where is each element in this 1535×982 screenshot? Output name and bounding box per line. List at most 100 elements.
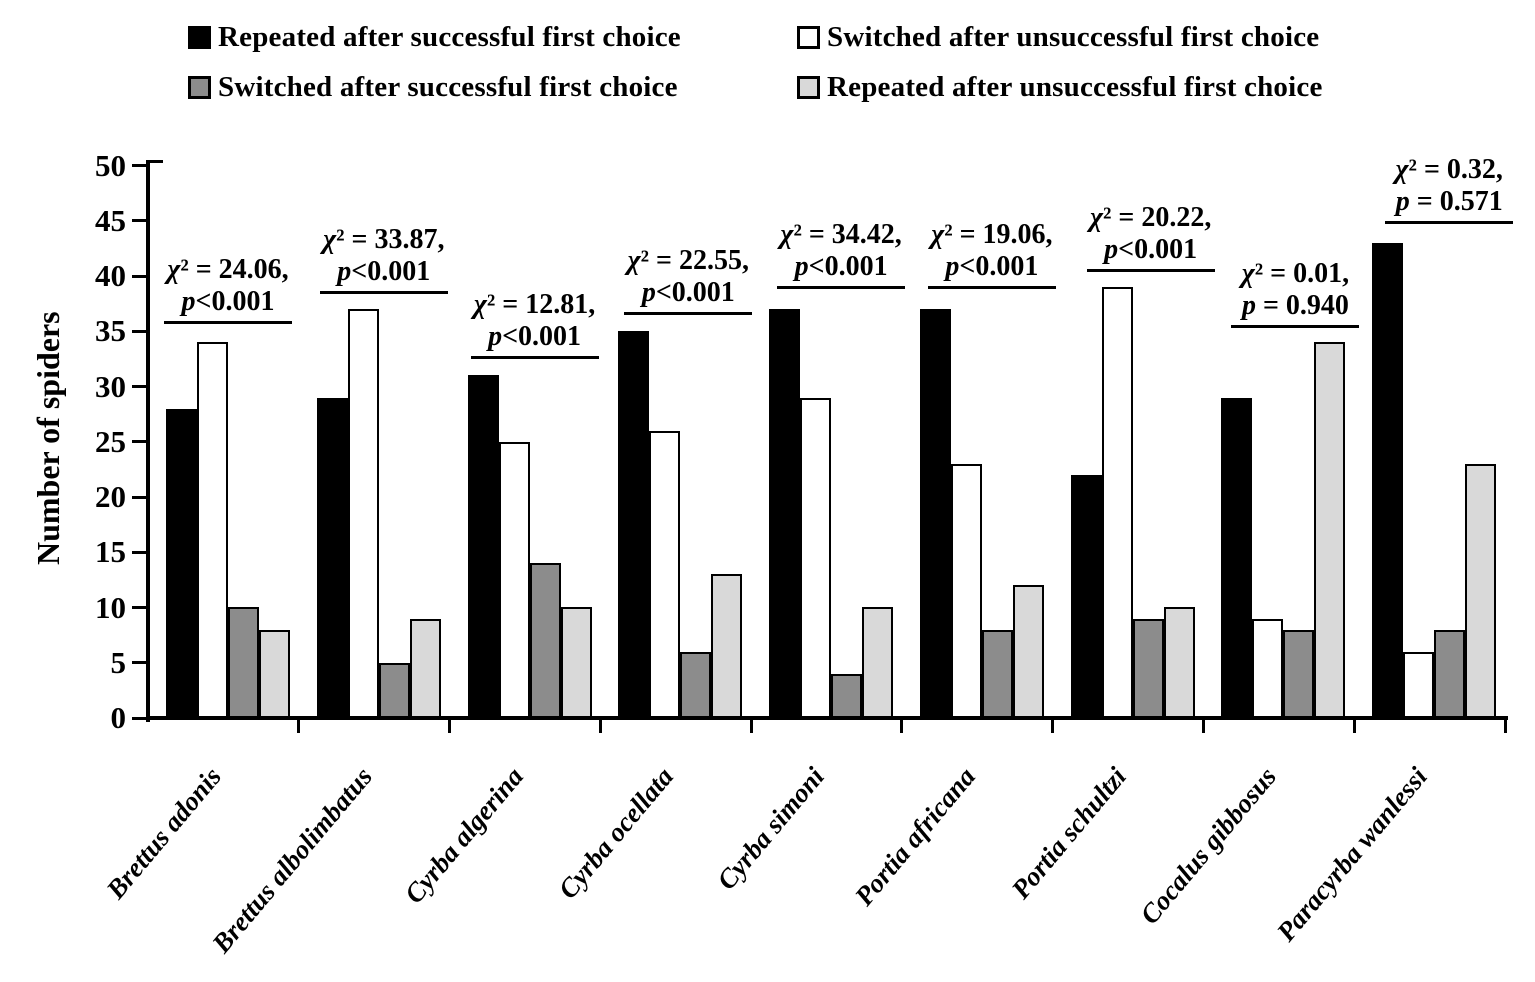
legend-swatch xyxy=(188,25,211,49)
chi-square-line: χ² = 0.32, xyxy=(1395,154,1503,186)
legend-item: Switched after successful first choice xyxy=(188,70,678,103)
legend-swatch xyxy=(188,75,211,99)
bar xyxy=(259,630,290,718)
x-tick xyxy=(1051,718,1055,733)
y-tick xyxy=(132,550,148,554)
y-tick xyxy=(132,385,148,388)
bar xyxy=(920,309,951,718)
bar xyxy=(1252,619,1283,718)
bar xyxy=(166,409,197,718)
x-tick xyxy=(749,718,753,733)
p-value-line: p<0.001 xyxy=(1104,233,1198,265)
p-value-line: p<0.001 xyxy=(945,251,1039,283)
y-tick-label: 10 xyxy=(95,589,126,625)
chi-square-line: χ² = 33.87, xyxy=(323,223,445,255)
bar xyxy=(379,663,410,718)
annotation: χ² = 0.01, p = 0.940 xyxy=(1085,258,1505,328)
y-tick-label: 30 xyxy=(95,368,126,404)
chi-square-line: χ² = 0.01, xyxy=(1241,257,1350,289)
annotation-underline xyxy=(777,286,906,290)
x-tick xyxy=(448,718,452,733)
legend-item: Switched after unsuccessful first choice xyxy=(797,20,1320,53)
annotation: χ² = 24.06, p<0.001 xyxy=(18,254,438,324)
bar xyxy=(410,619,441,718)
annotation: χ² = 19.06, p<0.001 xyxy=(782,219,1202,290)
bar xyxy=(862,607,893,718)
legend-swatch xyxy=(797,25,820,49)
annotation-underline xyxy=(1231,324,1360,328)
y-tick-label: 5 xyxy=(110,644,127,680)
p-value-line: p<0.001 xyxy=(181,285,275,317)
y-tick xyxy=(132,219,148,223)
y-tick-label: 20 xyxy=(95,479,126,514)
bar xyxy=(1164,607,1195,718)
bar xyxy=(1403,652,1434,718)
annotation: χ² = 20.22, p<0.001 xyxy=(941,202,1361,272)
bar xyxy=(769,309,800,718)
bar xyxy=(228,607,259,718)
legend-label: Repeated after successful first choice xyxy=(218,20,681,53)
y-tick xyxy=(132,716,148,720)
bar xyxy=(1465,464,1496,718)
bar xyxy=(1372,243,1403,718)
y-tick-label: 25 xyxy=(95,423,126,459)
y-tick-label: 45 xyxy=(95,202,126,238)
annotation: χ² = 22.55, p<0.001 xyxy=(478,245,898,315)
x-tick xyxy=(1503,718,1507,733)
y-tick-label: 35 xyxy=(95,313,126,349)
y-tick-label: 0 xyxy=(110,700,127,735)
y-axis-top-tick xyxy=(150,160,163,163)
x-tick xyxy=(297,718,301,733)
chi-square-line: χ² = 19.06, xyxy=(931,219,1053,251)
y-tick-label: 50 xyxy=(95,147,126,183)
chi-square-line: χ² = 34.42, xyxy=(780,219,902,251)
p-value-line: p<0.001 xyxy=(794,251,888,283)
legend-swatch xyxy=(797,75,820,99)
annotation-underline xyxy=(1385,221,1514,225)
y-tick-label: 40 xyxy=(95,258,126,293)
annotation: χ² = 12.81, p<0.001 xyxy=(325,289,745,359)
annotation-underline xyxy=(927,286,1056,290)
p-value-line: p = 0.940 xyxy=(1241,289,1349,321)
bar xyxy=(831,674,862,718)
legend-label: Repeated after unsuccessful first choice xyxy=(827,70,1323,103)
bar xyxy=(561,607,592,718)
annotation-underline xyxy=(164,320,292,324)
x-tick xyxy=(598,718,602,733)
annotation-underline xyxy=(470,355,599,359)
bar xyxy=(800,398,831,718)
annotation: χ² = 33.87, p<0.001 xyxy=(174,224,594,294)
y-tick xyxy=(132,274,148,278)
legend-label: Switched after successful first choice xyxy=(218,70,678,103)
annotation: χ² = 0.32, p = 0.571 xyxy=(1239,154,1535,225)
x-tick xyxy=(900,718,904,733)
legend-item: Repeated after successful first choice xyxy=(188,20,681,53)
bar xyxy=(1133,619,1164,718)
p-value-line: p = 0.571 xyxy=(1395,186,1503,218)
bar xyxy=(711,574,742,718)
x-tick xyxy=(1201,718,1205,733)
annotation-underline xyxy=(1086,268,1215,272)
legend-label: Switched after unsuccessful first choice xyxy=(827,20,1320,53)
bar xyxy=(1221,398,1252,718)
x-tick xyxy=(1352,718,1356,733)
bar xyxy=(1283,630,1314,718)
x-category-label: Brettus adonis xyxy=(100,761,228,905)
bar xyxy=(1071,475,1102,718)
bar xyxy=(982,630,1013,718)
p-value-line: p<0.001 xyxy=(337,255,431,287)
p-value-line: p<0.001 xyxy=(488,320,582,352)
annotation-underline xyxy=(319,290,448,294)
chi-square-line: χ² = 24.06, xyxy=(167,253,289,285)
bar xyxy=(649,431,680,718)
chi-square-line: χ² = 12.81, xyxy=(473,288,596,320)
bar xyxy=(530,563,561,718)
bar xyxy=(197,342,228,718)
bar xyxy=(1434,630,1465,718)
bar xyxy=(1013,585,1044,718)
legend-item: Repeated after unsuccessful first choice xyxy=(797,70,1323,103)
x-axis-line xyxy=(146,716,1508,720)
y-tick xyxy=(132,606,148,609)
y-axis-line xyxy=(146,160,150,722)
